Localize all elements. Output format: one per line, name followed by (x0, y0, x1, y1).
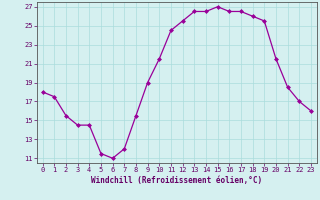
X-axis label: Windchill (Refroidissement éolien,°C): Windchill (Refroidissement éolien,°C) (91, 176, 262, 185)
